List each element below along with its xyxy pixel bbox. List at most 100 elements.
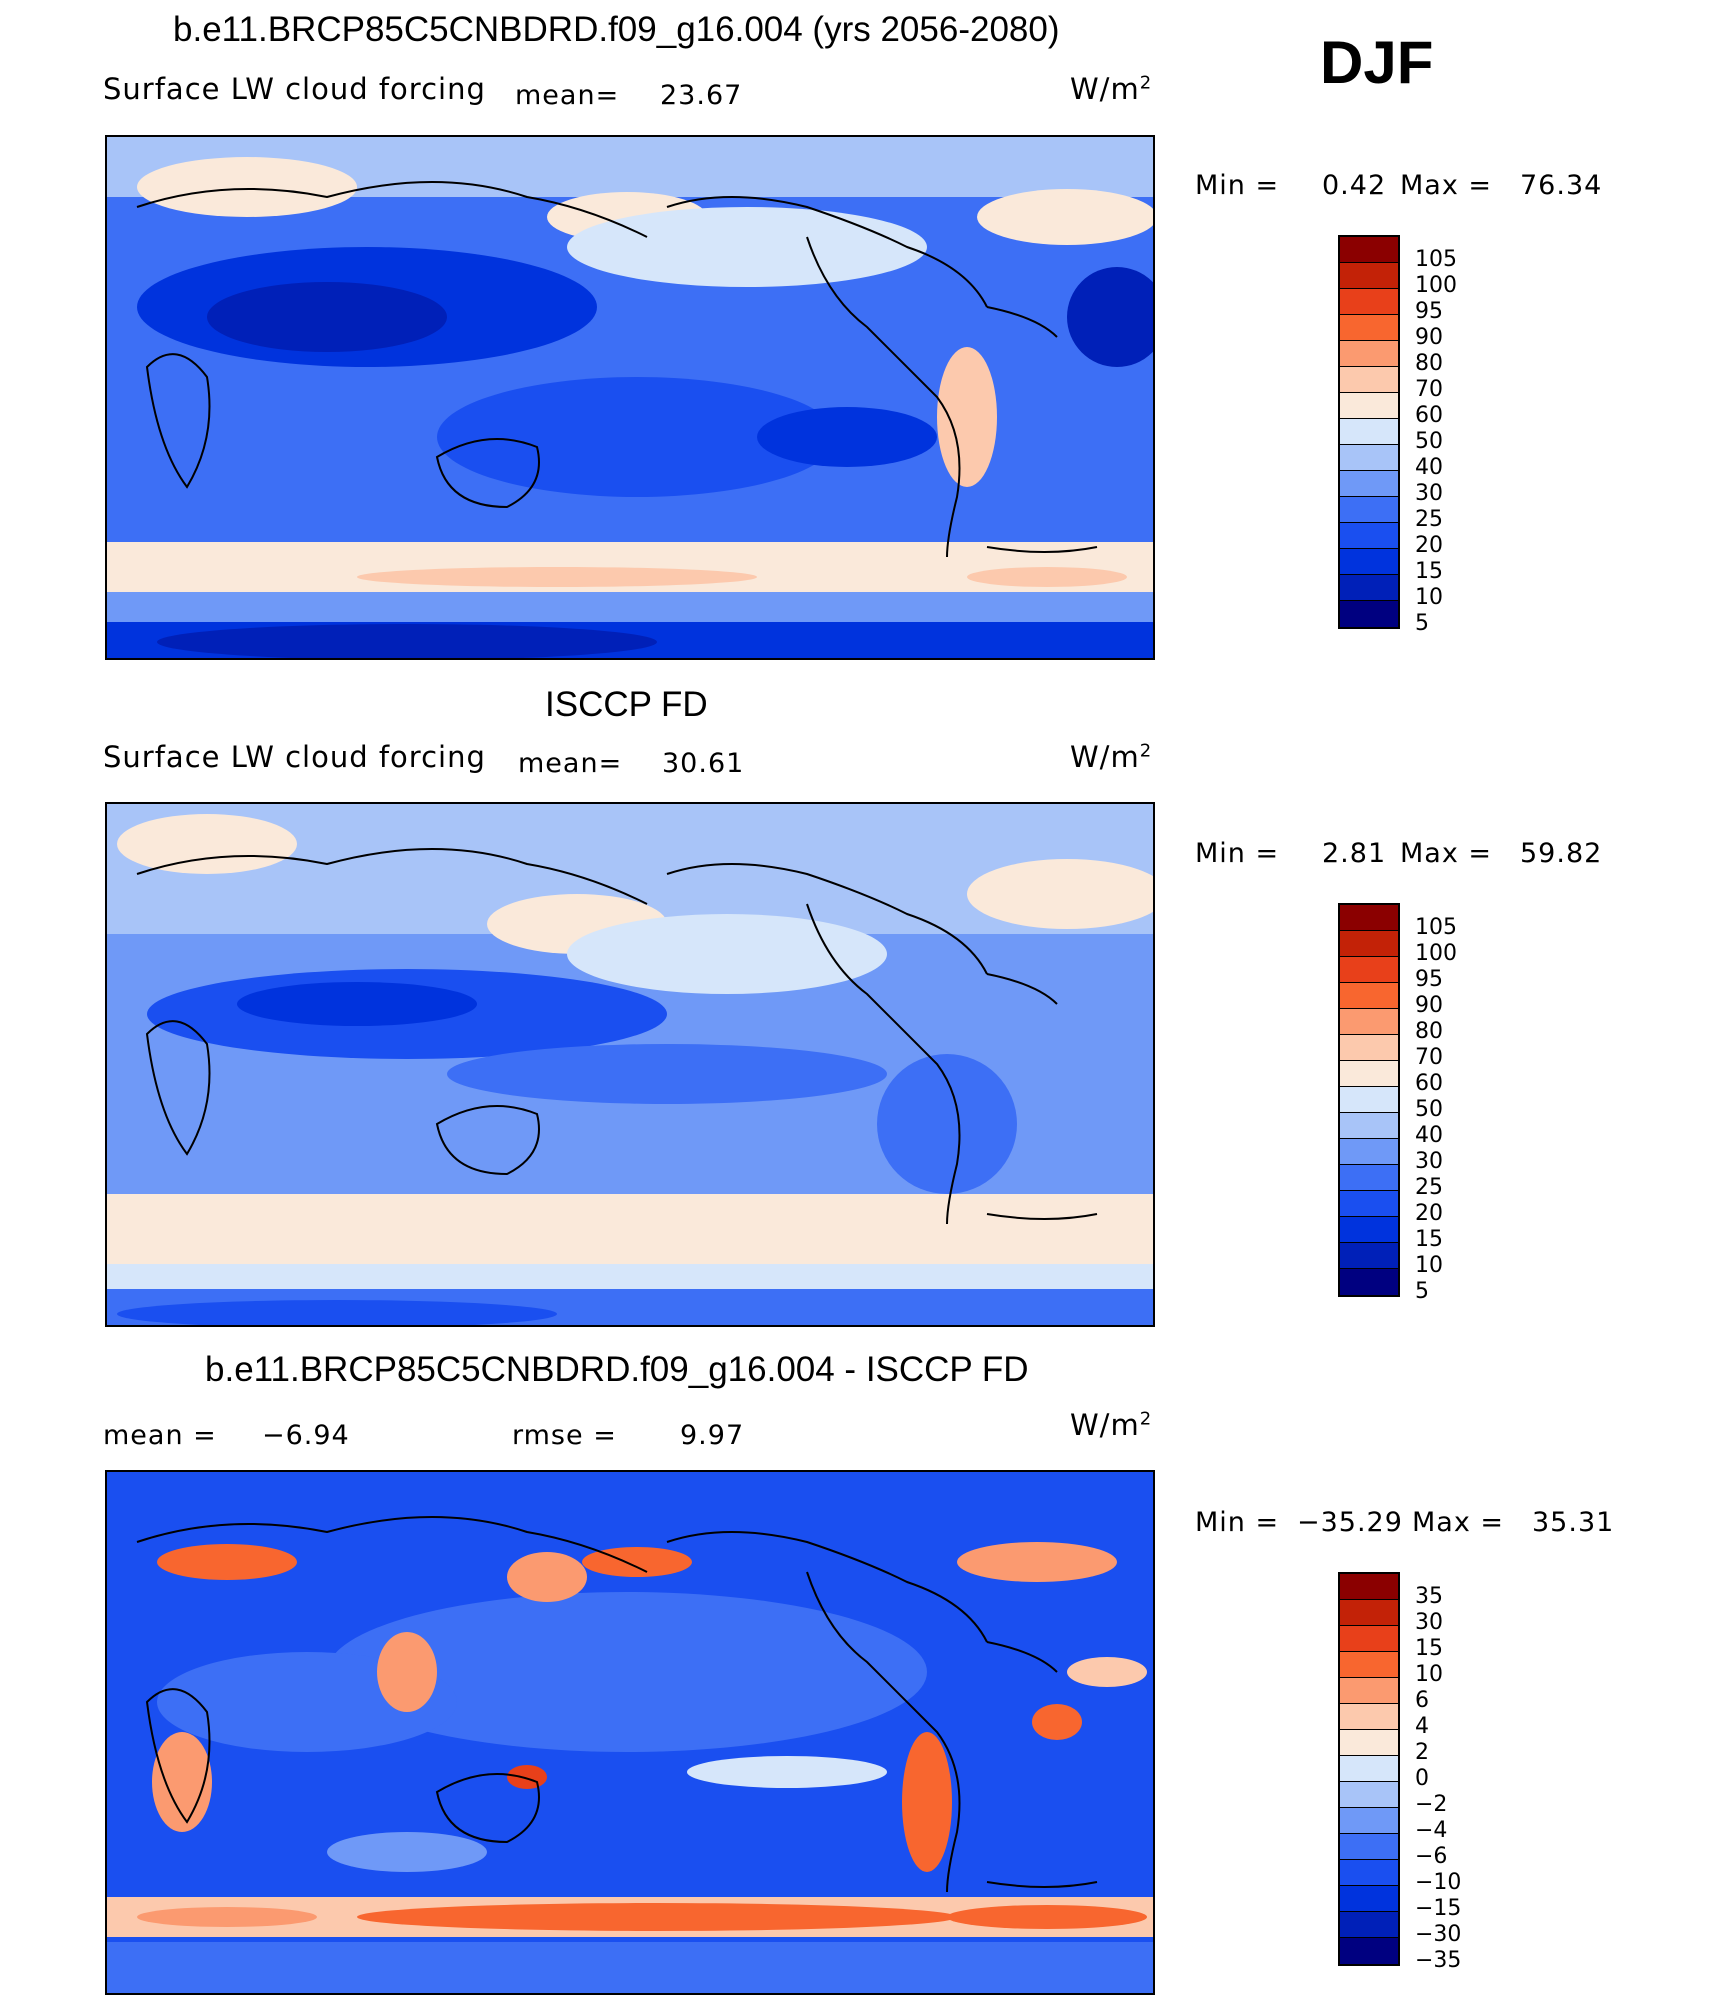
panel-3-map [105, 1470, 1155, 1995]
colorbar-swatch [1340, 393, 1398, 419]
panel-3-mean-label: mean = [103, 1420, 217, 1451]
panel-1-variable: Surface LW cloud forcing [103, 72, 486, 106]
panel-1-colorbar [1338, 235, 1400, 629]
panel-2-min-label: Min = [1195, 838, 1280, 869]
panel-2-colorbar [1338, 903, 1400, 1297]
colorbar-swatch [1340, 1912, 1398, 1938]
colorbar-level-label: 25 [1415, 1175, 1443, 1200]
colorbar-level-label: 50 [1415, 1097, 1443, 1122]
colorbar-swatch [1340, 497, 1398, 523]
colorbar-level-label: 105 [1415, 247, 1457, 272]
panel-2-max-value: 59.82 [1520, 838, 1603, 869]
colorbar-level-label: 15 [1415, 559, 1443, 584]
panel-3-min-label: Min = [1195, 1507, 1280, 1538]
colorbar-level-label: 20 [1415, 533, 1443, 558]
colorbar-swatch [1340, 1938, 1398, 1964]
colorbar-level-label: 70 [1415, 377, 1443, 402]
colorbar-level-label: 4 [1415, 1714, 1429, 1739]
colorbar-level-label: 10 [1415, 1662, 1443, 1687]
panel-2-min-value: 2.81 [1322, 838, 1387, 869]
colorbar-swatch [1340, 1061, 1398, 1087]
panel-1-map [105, 135, 1155, 660]
colorbar-level-label: 80 [1415, 351, 1443, 376]
colorbar-level-label: 80 [1415, 1019, 1443, 1044]
panel-3-title: b.e11.BRCP85C5CNBDRD.f09_g16.004 - ISCCP… [205, 1350, 1029, 1389]
colorbar-level-label: 95 [1415, 967, 1443, 992]
panel-1-mean-value: 23.67 [660, 80, 743, 111]
panel-1-title: b.e11.BRCP85C5CNBDRD.f09_g16.004 (yrs 20… [173, 10, 1060, 49]
colorbar-level-label: 25 [1415, 507, 1443, 532]
colorbar-level-label: 10 [1415, 1253, 1443, 1278]
colorbar-level-label: −15 [1415, 1896, 1462, 1921]
colorbar-level-label: −30 [1415, 1922, 1462, 1947]
colorbar-swatch [1340, 445, 1398, 471]
panel-3-rmse-label: rmse = [512, 1420, 617, 1451]
colorbar-level-label: 60 [1415, 403, 1443, 428]
colorbar-level-label: 50 [1415, 429, 1443, 454]
colorbar-level-label: 30 [1415, 481, 1443, 506]
colorbar-level-label: 5 [1415, 1279, 1429, 1304]
colorbar-swatch [1340, 1009, 1398, 1035]
panel-1-units: W/m2 [1070, 72, 1153, 106]
panel-3-units: W/m2 [1070, 1408, 1153, 1442]
panel-2-map [105, 802, 1155, 1327]
panel-1-min-label: Min = [1195, 170, 1280, 201]
colorbar-swatch [1340, 1808, 1398, 1834]
colorbar-level-label: 100 [1415, 941, 1457, 966]
colorbar-swatch [1340, 1730, 1398, 1756]
colorbar-level-label: −10 [1415, 1870, 1462, 1895]
panel-3-max-label: Max = [1412, 1507, 1505, 1538]
colorbar-level-label: 35 [1415, 1584, 1443, 1609]
colorbar-swatch [1340, 1574, 1398, 1600]
colorbar-level-label: −6 [1415, 1844, 1448, 1869]
colorbar-swatch [1340, 1139, 1398, 1165]
panel-2-mean-value: 30.61 [662, 748, 745, 779]
panel-1-min-value: 0.42 [1322, 170, 1387, 201]
colorbar-swatch [1340, 1191, 1398, 1217]
colorbar-level-label: 90 [1415, 993, 1443, 1018]
colorbar-swatch [1340, 1782, 1398, 1808]
colorbar-swatch [1340, 1269, 1398, 1295]
panel-3-max-value: 35.31 [1532, 1507, 1615, 1538]
colorbar-swatch [1340, 957, 1398, 983]
colorbar-swatch [1340, 523, 1398, 549]
colorbar-swatch [1340, 1087, 1398, 1113]
colorbar-swatch [1340, 367, 1398, 393]
colorbar-level-label: 15 [1415, 1227, 1443, 1252]
colorbar-level-label: −4 [1415, 1818, 1448, 1843]
colorbar-swatch [1340, 315, 1398, 341]
colorbar-swatch [1340, 575, 1398, 601]
colorbar-swatch [1340, 1652, 1398, 1678]
colorbar-swatch [1340, 1756, 1398, 1782]
colorbar-level-label: 95 [1415, 299, 1443, 324]
colorbar-swatch [1340, 1600, 1398, 1626]
panel-3-rmse-value: 9.97 [680, 1420, 745, 1451]
panel-2-max-label: Max = [1400, 838, 1493, 869]
colorbar-swatch [1340, 1217, 1398, 1243]
colorbar-level-label: 70 [1415, 1045, 1443, 1070]
panel-3-colorbar [1338, 1572, 1400, 1966]
colorbar-swatch [1340, 549, 1398, 575]
colorbar-swatch [1340, 1704, 1398, 1730]
panel-2-units: W/m2 [1070, 740, 1153, 774]
colorbar-swatch [1340, 419, 1398, 445]
colorbar-level-label: 40 [1415, 1123, 1443, 1148]
colorbar-swatch [1340, 1860, 1398, 1886]
panel-3-min-value: −35.29 [1297, 1507, 1403, 1538]
panel-2-map-canvas [107, 804, 1153, 1325]
colorbar-swatch [1340, 237, 1398, 263]
panel-3-mean-value: −6.94 [262, 1420, 350, 1451]
colorbar-swatch [1340, 1035, 1398, 1061]
season-label: DJF [1320, 29, 1434, 96]
panel-1-max-value: 76.34 [1520, 170, 1603, 201]
colorbar-level-label: 60 [1415, 1071, 1443, 1096]
colorbar-swatch [1340, 1834, 1398, 1860]
colorbar-level-label: 100 [1415, 273, 1457, 298]
colorbar-swatch [1340, 1626, 1398, 1652]
colorbar-swatch [1340, 983, 1398, 1009]
colorbar-level-label: 90 [1415, 325, 1443, 350]
colorbar-swatch [1340, 263, 1398, 289]
colorbar-level-label: −2 [1415, 1792, 1448, 1817]
colorbar-level-label: 30 [1415, 1149, 1443, 1174]
colorbar-swatch [1340, 1165, 1398, 1191]
